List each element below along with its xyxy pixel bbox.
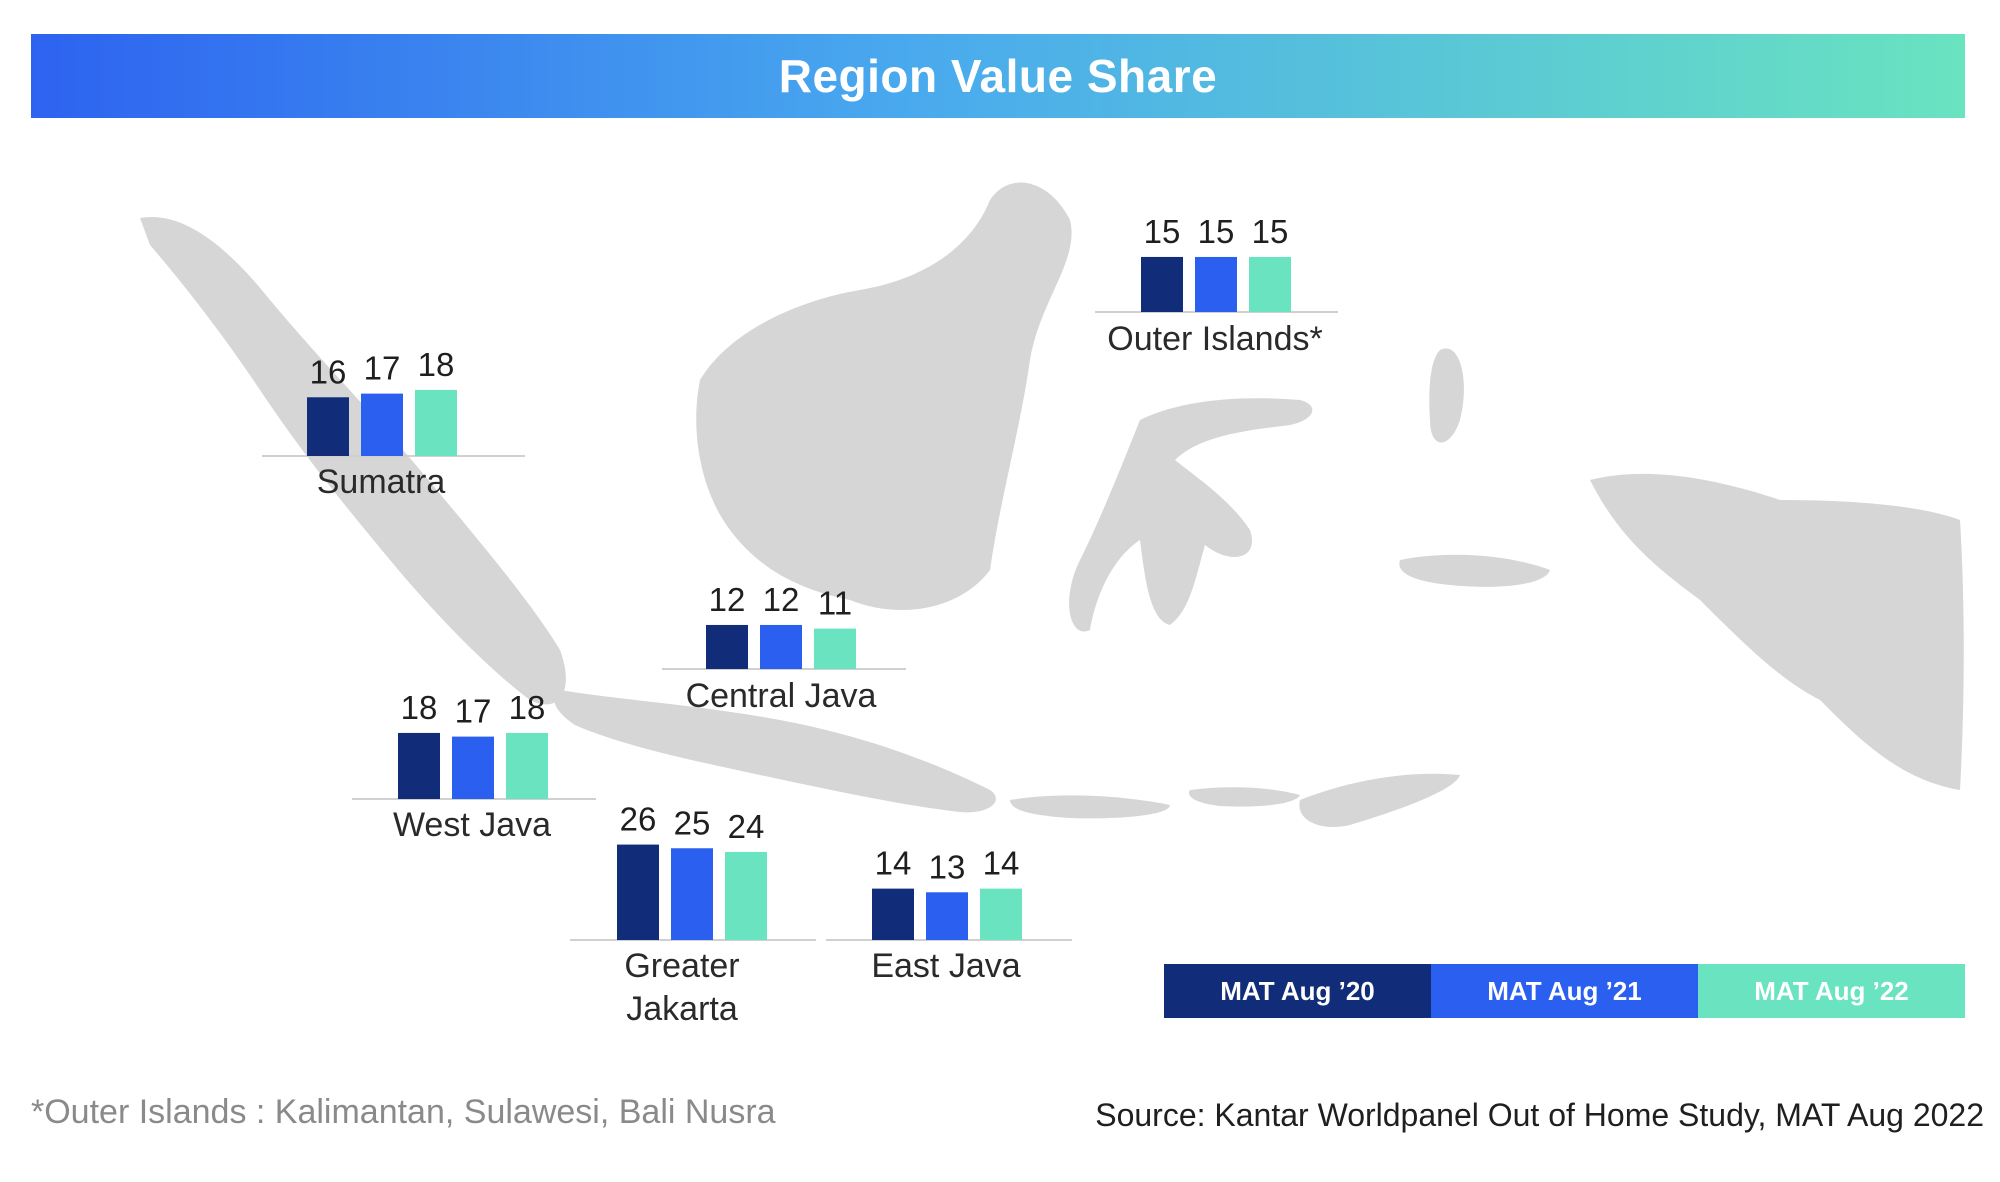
bar [926,892,968,940]
bar [307,397,349,456]
bar-value-label: 18 [418,346,455,383]
bar-value-label: 11 [818,585,852,622]
legend-item-series-2: MAT Aug ’21 [1431,964,1698,1018]
bar-group-1: 15 15 15 Outer Islands* [1095,213,1338,358]
region-label: Outer Islands* [1107,320,1322,358]
map-sulawesi [1069,398,1313,632]
map-papua [1590,473,1964,790]
bar-value-label: 14 [875,845,912,882]
bar [725,851,767,940]
bar [1141,256,1183,312]
title-banner: Region Value Share [31,34,1965,118]
bar-value-label: 12 [709,581,746,618]
bar-value-label: 24 [728,808,765,845]
bar-value-label: 25 [674,804,711,841]
bar-value-label: 15 [1198,213,1235,250]
region-label: East Java [871,947,1020,985]
region-label: Sumatra [317,463,446,501]
bar-value-label: 14 [983,845,1020,882]
bar-group-5: 14 13 14 East Java [826,845,1072,985]
bar-value-label: 12 [763,581,800,618]
map-nusa-tenggara [1010,795,1170,819]
region-label: Greater Jakarta [624,947,739,1028]
map-sumatra [140,216,566,705]
map-landmass-group [140,182,1964,828]
bar-value-label: 17 [364,350,401,387]
bar-value-label: 16 [310,353,347,390]
bar-group-0: 16 17 18 Sumatra [262,346,525,501]
region-label: Central Java [686,677,877,715]
bar-value-label: 26 [620,801,657,838]
footnote: *Outer Islands : Kalimantan, Sulawesi, B… [31,1093,776,1131]
chart-title: Region Value Share [778,50,1218,102]
source-note: Source: Kantar Worldpanel Out of Home St… [1095,1097,1984,1133]
bar [671,848,713,940]
bar [980,888,1022,940]
bar-value-label: 15 [1144,213,1181,250]
map-kalimantan [696,182,1072,610]
bar-group-3: 18 17 18 West Java [352,689,596,844]
bar [506,732,548,799]
legend-item-series-1: MAT Aug ’20 [1164,964,1431,1018]
map-maluku [1429,348,1464,443]
bar [872,888,914,940]
bar [760,624,802,669]
bar [415,389,457,456]
map-timor [1299,773,1460,828]
region-label: West Java [393,806,551,844]
bar-value-label: 13 [929,848,966,885]
bar-value-label: 15 [1252,213,1289,250]
bar-value-label: 18 [509,689,546,726]
bar-group-2: 12 12 11 Central Java [662,581,906,715]
bar [398,732,440,799]
legend-item-series-3: MAT Aug ’22 [1698,964,1965,1018]
map-seram [1399,554,1550,587]
legend: MAT Aug ’20 MAT Aug ’21 MAT Aug ’22 [1164,964,1965,1018]
bar-value-label: 17 [455,693,492,730]
map-java [554,690,996,813]
bar [814,628,856,669]
bar [1249,256,1291,312]
bar [452,736,494,799]
bar [706,624,748,669]
map-flores [1189,787,1300,807]
bar [361,393,403,456]
bar [617,844,659,940]
bar [1195,256,1237,312]
bar-group-4: 26 25 24 Greater Jakarta [570,801,816,1028]
bar-value-label: 18 [401,689,438,726]
